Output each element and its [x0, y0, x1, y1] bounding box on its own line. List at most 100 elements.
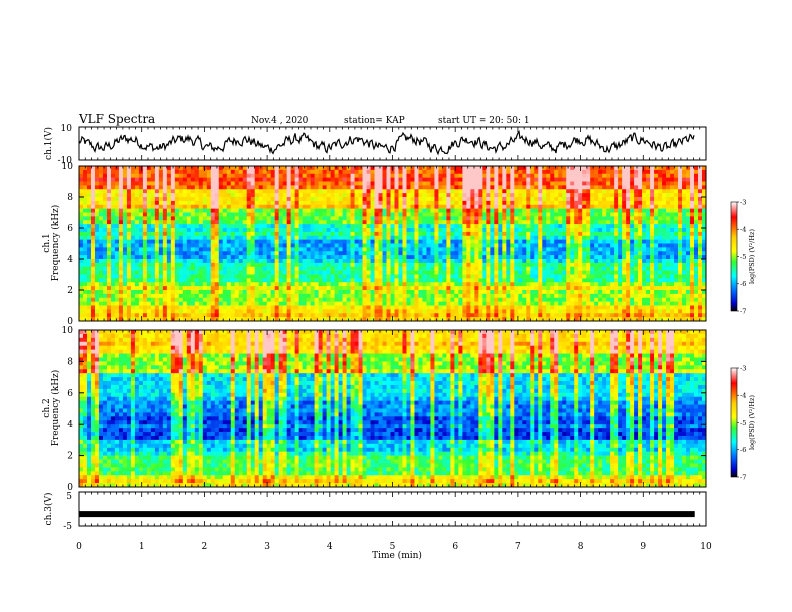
spectrogram-cell	[530, 208, 535, 213]
spectrogram-cell	[182, 177, 188, 182]
spectrogram-cell	[630, 208, 635, 213]
spectrogram-cell	[502, 243, 507, 248]
spectrogram-cell	[466, 193, 471, 198]
spectrogram-cell	[254, 216, 260, 221]
spectrogram-cell	[666, 259, 671, 264]
spectrogram-cell	[478, 228, 483, 233]
spectrogram-cell	[538, 177, 543, 182]
spectrogram-cell	[454, 169, 459, 175]
spectrogram-cell	[662, 169, 667, 175]
spectrogram-cell	[546, 282, 551, 287]
spectrogram-cell	[446, 282, 451, 287]
spectrogram-cell	[534, 216, 539, 221]
spectrogram-cell	[130, 266, 136, 271]
spectrogram-cell	[90, 243, 96, 248]
spectrogram-cell	[154, 220, 160, 225]
spectrogram-cell	[554, 282, 559, 287]
spectrogram-cell	[278, 235, 283, 240]
spectrogram-cell	[662, 216, 667, 221]
spectrogram-cell	[578, 278, 583, 283]
spectrogram-cell	[298, 169, 303, 175]
spectrogram-cell	[374, 200, 379, 206]
spectrogram-cell	[502, 231, 507, 237]
spectrogram-cell	[654, 193, 659, 198]
start-time-label: start UT = 20: 50: 1	[438, 116, 530, 126]
spectrogram-cell	[634, 185, 639, 190]
spectrogram-cell	[170, 204, 176, 209]
spectrogram-cell	[174, 247, 180, 252]
spectrogram-cell	[658, 247, 663, 252]
spectrogram-cell	[598, 231, 603, 237]
spectrogram-cell	[422, 278, 427, 283]
spectrogram-cell	[174, 193, 180, 198]
spectrogram-cell	[514, 262, 519, 268]
spectrogram-cell	[98, 224, 104, 229]
spectrogram-cell	[342, 212, 347, 217]
spectrogram-cell	[150, 216, 156, 221]
spectrogram-cell	[702, 231, 707, 237]
spectrogram-cell	[650, 239, 655, 244]
spectrogram-cell	[430, 262, 435, 268]
spectrogram-cell	[274, 193, 279, 198]
spectrogram-cell	[294, 200, 299, 206]
spectrogram-cell	[542, 208, 547, 213]
spectrogram-cell	[86, 212, 92, 217]
spectrogram-cell	[122, 197, 128, 202]
spectrogram-cell	[114, 220, 120, 225]
spectrogram-cell	[698, 270, 703, 275]
spectrogram-cell	[222, 169, 228, 175]
spectrogram-cell	[430, 197, 435, 202]
spectrogram-cell	[514, 266, 519, 271]
spectrogram-cell	[430, 266, 435, 271]
spectrogram-cell	[526, 286, 531, 291]
spectrogram-cell	[638, 193, 643, 198]
spectrogram-cell	[94, 251, 100, 256]
spectrogram-cell	[82, 216, 88, 221]
spectrogram-cell	[422, 224, 427, 229]
spectrogram-cell	[686, 224, 691, 229]
spectrogram-cell	[398, 259, 403, 264]
spectrogram-cell	[566, 251, 571, 256]
spectrogram-cell	[126, 185, 132, 190]
spectrogram-cell	[538, 212, 543, 217]
spectrogram-cell	[266, 243, 271, 248]
spectrogram-cell	[266, 266, 271, 271]
spectrogram-cell	[510, 259, 515, 264]
spectrogram-cell	[702, 208, 707, 213]
spectrogram-cell	[350, 224, 355, 229]
spectrogram-cell	[102, 266, 108, 271]
spectrogram-cell	[518, 216, 523, 221]
spectrogram-cell	[410, 181, 415, 186]
spectrogram-cell	[622, 266, 627, 271]
spectrogram-cell	[106, 173, 112, 178]
spectrogram-cell	[422, 270, 427, 275]
spectrogram-cell	[318, 262, 323, 268]
spectrogram-cell	[82, 189, 88, 194]
spectrogram-cell	[146, 270, 152, 275]
spectrogram-cell	[478, 189, 483, 194]
spectrogram-cell	[154, 204, 160, 209]
spectrogram-cell	[562, 224, 567, 229]
spectrogram-cell	[86, 197, 92, 202]
spectrogram-cell	[250, 173, 256, 178]
spectrogram-cell	[406, 231, 411, 237]
spectrogram-cell	[422, 185, 427, 190]
spectrogram-cell	[182, 270, 188, 275]
spectrogram-cell	[542, 286, 547, 291]
spectrogram-cell	[610, 239, 615, 244]
spectrogram-cell	[410, 216, 415, 221]
spectrogram-cell	[266, 216, 271, 221]
spectrogram-cell	[426, 235, 431, 240]
spectrogram-cell	[194, 247, 200, 252]
spectrogram-cell	[594, 216, 599, 221]
spectrogram-cell	[466, 286, 471, 291]
spectrogram-cell	[226, 177, 232, 182]
spectrogram-cell	[358, 239, 363, 244]
spectrogram-cell	[666, 173, 671, 178]
spectrogram-cell	[246, 185, 252, 190]
spectrogram-cell	[79, 212, 84, 217]
spectrogram-cell	[246, 243, 252, 248]
spectrogram-cell	[666, 278, 671, 283]
spectrogram-cell	[146, 166, 152, 171]
spectrogram-cell	[402, 166, 407, 171]
